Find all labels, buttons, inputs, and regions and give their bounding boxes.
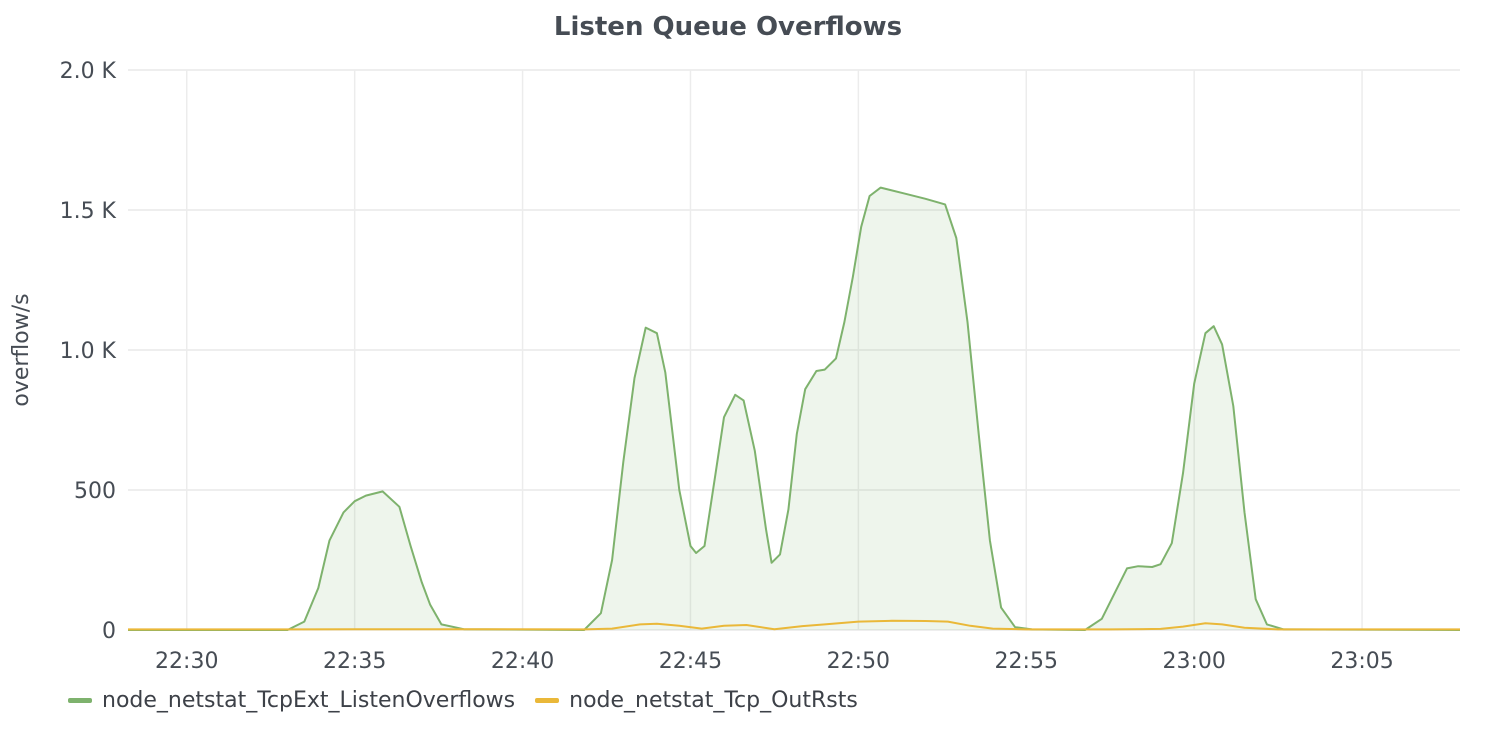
y-axis-label: overflow/s (9, 293, 34, 406)
legend-label-listen-overflows: node_netstat_TcpExt_ListenOverflows (102, 688, 516, 713)
x-tick-label-7: 23:05 (1330, 649, 1393, 674)
y-tick-label-1: 500 (74, 479, 116, 504)
x-tick-label-1: 22:35 (323, 649, 386, 674)
y-tick-label-0: 0 (102, 619, 116, 644)
y-tick-label-2: 1.0 K (60, 339, 117, 364)
legend-label-out-rsts: node_netstat_Tcp_OutRsts (569, 688, 858, 713)
legend: node_netstat_TcpExt_ListenOverflows node… (68, 688, 878, 713)
x-tick-label-0: 22:30 (155, 649, 218, 674)
legend-item-listen-overflows[interactable]: node_netstat_TcpExt_ListenOverflows (68, 688, 515, 713)
legend-swatch-listen-overflows (68, 698, 92, 703)
series-line-1[interactable] (128, 619, 1460, 631)
y-axis-tick-labels: 0 500 1.0 K 1.5 K 2.0 K (60, 59, 117, 644)
x-tick-label-3: 22:45 (659, 649, 722, 674)
x-tick-label-5: 22:55 (995, 649, 1058, 674)
legend-item-out-rsts[interactable]: node_netstat_Tcp_OutRsts (535, 688, 858, 713)
y-tick-label-3: 1.5 K (60, 199, 117, 224)
x-tick-label-2: 22:40 (491, 649, 554, 674)
grid (128, 69, 1460, 631)
panel-title[interactable]: Listen Queue Overflows (553, 12, 903, 42)
plot-area[interactable]: 0 500 1.0 K 1.5 K 2.0 K 22:30 22:35 22:40 22:45… (0, 0, 1491, 680)
x-axis-tick-labels: 22:30 22:35 22:40 22:45 22:50 22:55 23:00 23:05 (155, 649, 1394, 674)
x-tick-label-6: 23:00 (1162, 649, 1225, 674)
legend-swatch-out-rsts (535, 698, 560, 703)
series-line-0[interactable] (128, 186, 1461, 631)
x-tick-label-4: 22:50 (827, 649, 890, 674)
series-area-0 (128, 187, 1460, 630)
series-layer (128, 186, 1461, 631)
y-tick-label-4: 2.0 K (60, 59, 117, 84)
